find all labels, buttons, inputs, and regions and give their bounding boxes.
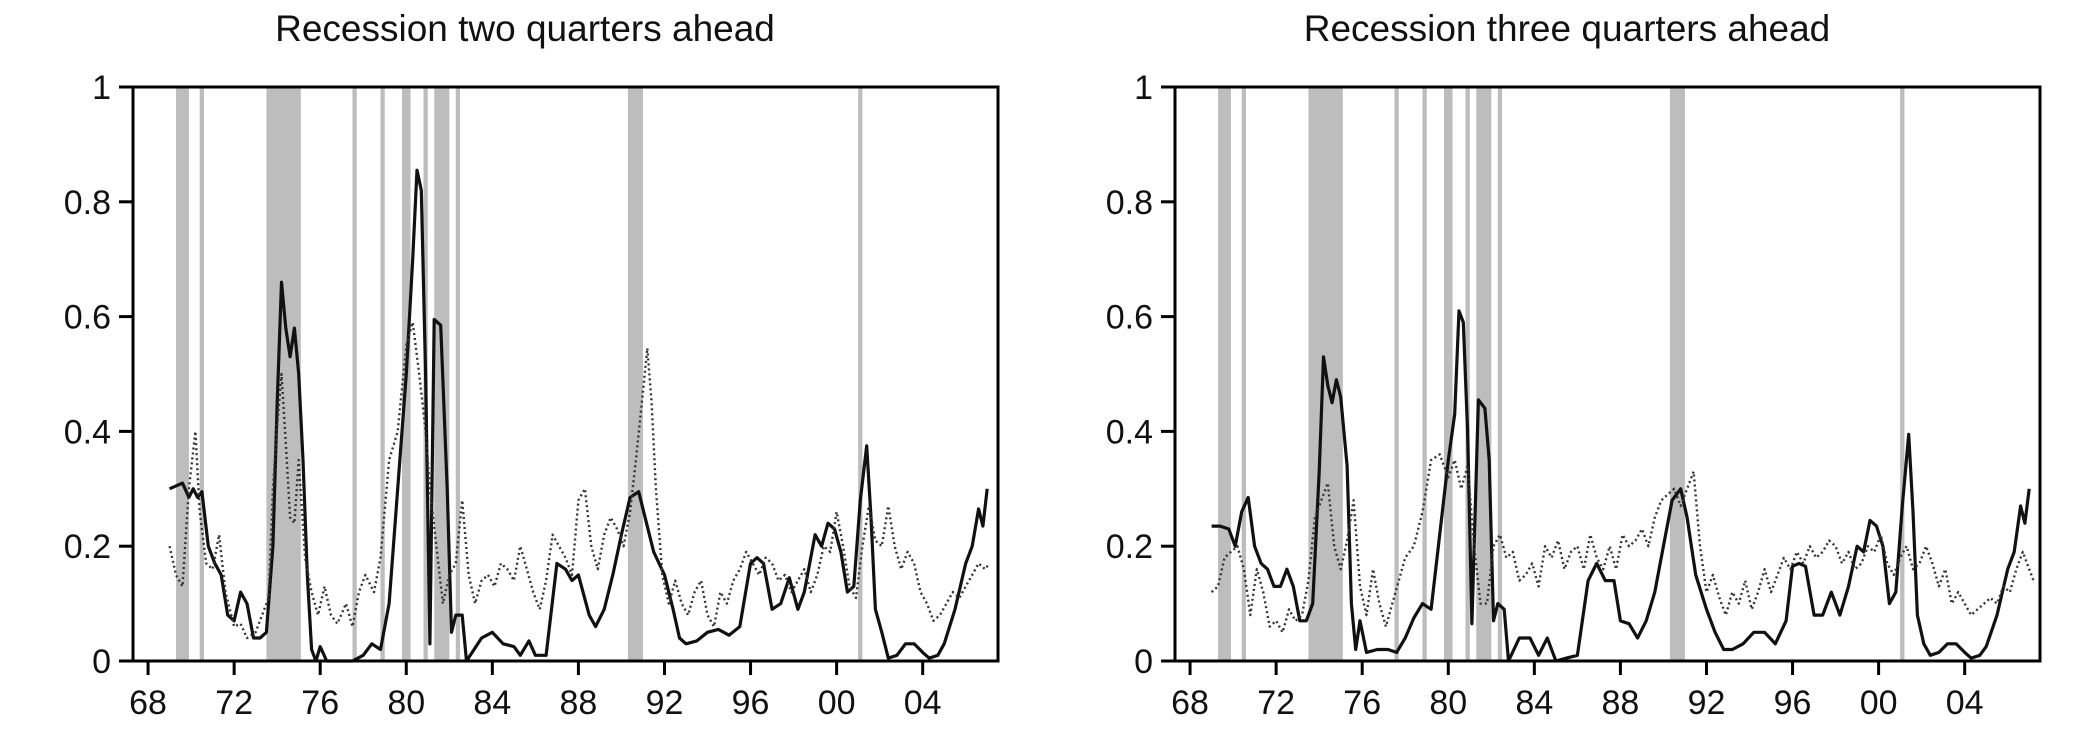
recession-band xyxy=(1465,87,1470,661)
y-tick-label: 0.6 xyxy=(1106,299,1153,337)
x-tick-label: 88 xyxy=(1601,684,1639,722)
series-dotted-line xyxy=(168,321,991,640)
recession-band xyxy=(380,87,385,661)
recession-band xyxy=(199,87,205,661)
recession-band xyxy=(1443,87,1453,661)
y-tick-label: 1 xyxy=(92,69,111,107)
y-tick-label: 0.8 xyxy=(1106,184,1153,222)
y-tick-label: 0 xyxy=(92,643,111,681)
recession-band xyxy=(1394,87,1399,661)
recession-band xyxy=(1218,87,1231,661)
x-tick-label: 68 xyxy=(1171,684,1209,722)
x-tick-label: 80 xyxy=(387,684,425,722)
chart-plot: 0 0.2 0.4 0.6 0.8 1 68 72 76 80 84 88 92 96 00 04 xyxy=(1106,69,2042,722)
x-tick-label: 04 xyxy=(904,684,942,722)
series-dotted-line xyxy=(1210,453,2035,634)
recession-band xyxy=(1669,87,1685,661)
x-tick-label: 92 xyxy=(1688,684,1726,722)
chart-plot: 0 0.2 0.4 0.6 0.8 1 68 72 76 80 84 88 92 96 00 04 xyxy=(64,69,1000,722)
x-tick-label: 92 xyxy=(646,684,684,722)
y-tick-label: 0.8 xyxy=(64,184,111,222)
plot-frame xyxy=(1173,85,2042,663)
series-solid-line xyxy=(1211,309,2031,663)
x-tick-label: 96 xyxy=(732,684,770,722)
chart-panel-right: Recession three quarters ahead 0 0.2 0.4 0.… xyxy=(1057,0,2077,738)
y-tick-label: 0.6 xyxy=(64,299,111,337)
chart-panel-left: Recession two quarters ahead 0 0.2 0.4 0.6 0… xyxy=(15,0,1035,738)
recession-band xyxy=(455,87,461,661)
x-tick-label: 88 xyxy=(559,684,597,722)
x-tick-label: 72 xyxy=(1257,684,1295,722)
x-tick-label: 84 xyxy=(1515,684,1553,722)
y-tick-label: 0.2 xyxy=(64,528,111,566)
x-tick-label: 04 xyxy=(1946,684,1984,722)
series-solid-line xyxy=(168,168,989,663)
y-tick-label: 1 xyxy=(1134,69,1153,107)
recession-band xyxy=(1422,87,1427,661)
y-tick-label: 0.4 xyxy=(64,413,111,451)
recession-band xyxy=(1900,87,1905,661)
recession-band xyxy=(627,87,643,661)
x-tick-label: 72 xyxy=(215,684,253,722)
x-tick-label: 00 xyxy=(1860,684,1898,722)
x-tick-label: 00 xyxy=(818,684,856,722)
y-tick-label: 0.2 xyxy=(1106,528,1153,566)
chart-title: Recession two quarters ahead xyxy=(275,8,775,49)
recession-band xyxy=(176,87,189,661)
plot-frame xyxy=(131,85,1000,663)
recession-band xyxy=(858,87,863,661)
chart-title: Recession three quarters ahead xyxy=(1303,8,1831,49)
recession-band xyxy=(352,87,357,661)
y-tick-label: 0.4 xyxy=(1106,413,1153,451)
x-tick-label: 96 xyxy=(1774,684,1812,722)
x-tick-label: 68 xyxy=(129,684,167,722)
x-tick-label: 84 xyxy=(473,684,511,722)
recession-band xyxy=(1497,87,1503,661)
x-tick-label: 80 xyxy=(1429,684,1467,722)
x-tick-label: 76 xyxy=(1343,684,1381,722)
recession-band xyxy=(1241,87,1247,661)
y-tick-label: 0 xyxy=(1134,643,1153,681)
x-tick-label: 76 xyxy=(301,684,339,722)
recession-band xyxy=(1476,87,1492,661)
